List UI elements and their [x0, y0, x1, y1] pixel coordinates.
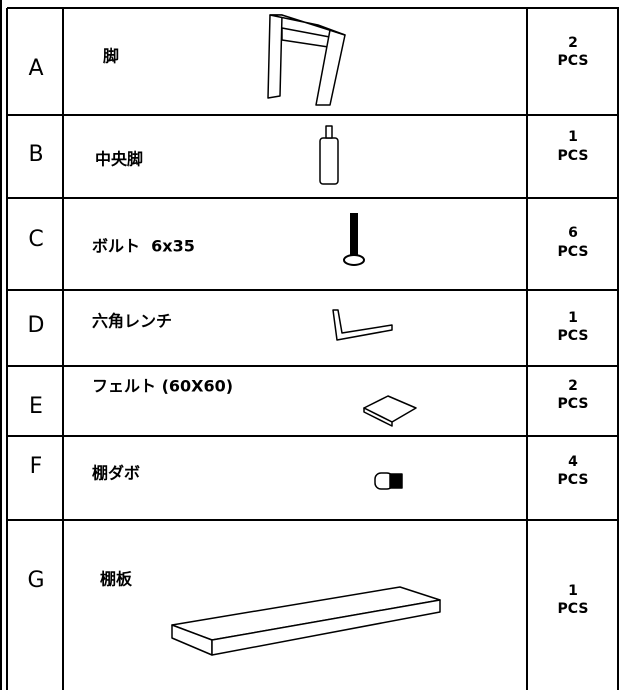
- row-letter: D: [28, 313, 45, 338]
- part-name: フェルト (60X60): [92, 377, 233, 396]
- quantity: 1: [568, 583, 578, 599]
- row-letter: A: [28, 56, 43, 81]
- part-name: 六角レンチ: [92, 312, 172, 331]
- row-d: D 六角レンチ 1 PCS: [28, 310, 589, 344]
- illustration-wrench: [332, 309, 393, 341]
- unit: PCS: [558, 53, 589, 69]
- quantity: 1: [568, 310, 578, 326]
- illustration-center-leg: [319, 125, 339, 185]
- quantity: 4: [568, 454, 578, 470]
- row-letter: B: [28, 142, 43, 167]
- part-name: 中央脚: [95, 150, 143, 169]
- illustration-leg: [267, 14, 346, 106]
- quantity: 2: [568, 378, 578, 394]
- row-f: F 棚ダボ 4 PCS: [30, 454, 589, 488]
- part-name: 脚: [103, 47, 119, 66]
- illustration-dowel: [374, 472, 403, 490]
- quantity: 2: [568, 35, 578, 51]
- part-name: 棚ダボ: [92, 464, 140, 483]
- row-letter: G: [27, 568, 44, 593]
- row-b: B 中央脚 1 PCS: [28, 129, 588, 169]
- unit: PCS: [558, 148, 589, 164]
- unit: PCS: [558, 396, 589, 412]
- row-letter: E: [29, 394, 43, 419]
- row-letter: C: [28, 227, 43, 252]
- unit: PCS: [558, 601, 589, 617]
- row-a: A 脚 2 PCS: [28, 35, 588, 81]
- illustration-felt: [363, 395, 417, 427]
- row-g: G 棚板 1 PCS: [27, 568, 588, 617]
- row-letter: F: [30, 454, 43, 479]
- quantity: 1: [568, 129, 578, 145]
- illustration-shelf: [171, 586, 441, 656]
- unit: PCS: [558, 244, 589, 260]
- row-c: C ボルト 6x35 6 PCS: [28, 225, 588, 260]
- part-name: 棚板: [100, 570, 133, 589]
- quantity: 6: [568, 225, 578, 241]
- unit: PCS: [558, 472, 589, 488]
- row-e: E フェルト (60X60) 2 PCS: [29, 377, 588, 420]
- part-name: ボルト 6x35: [92, 237, 195, 256]
- unit: PCS: [558, 328, 589, 344]
- illustration-bolt: [343, 213, 365, 266]
